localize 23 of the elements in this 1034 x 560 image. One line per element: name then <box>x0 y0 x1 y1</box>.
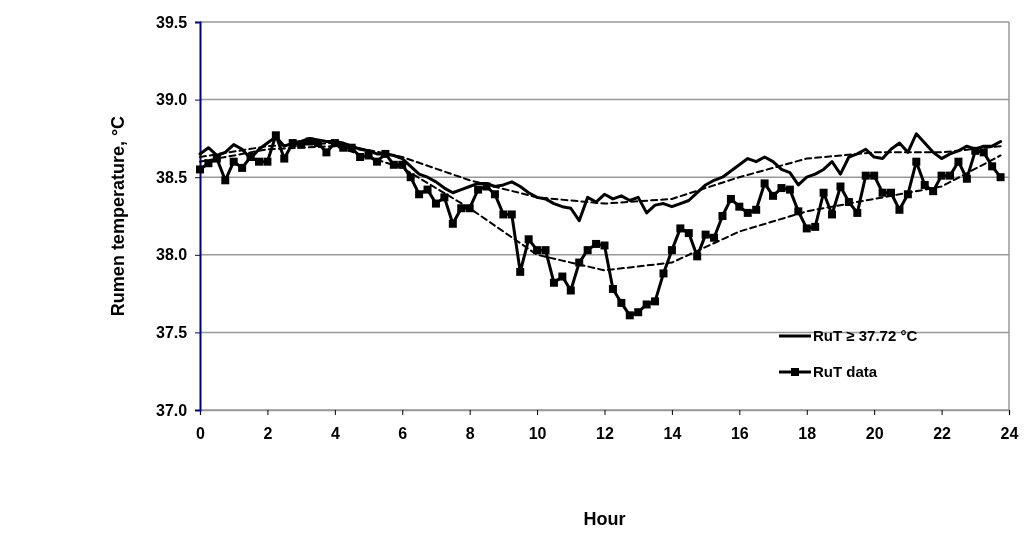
legend-label: RuT data <box>813 363 878 380</box>
x-tick-label: 14 <box>663 424 682 442</box>
x-tick-label: 10 <box>528 424 547 442</box>
x-tick-label: 20 <box>865 424 884 442</box>
x-tick-label: 22 <box>933 424 952 442</box>
y-tick-label: 38.5 <box>156 168 188 186</box>
y-tick-label: 38.0 <box>156 246 188 264</box>
y-tick-label: 39.0 <box>156 91 188 109</box>
y-tick-label: 37.0 <box>156 401 188 419</box>
x-tick-label: 4 <box>330 424 340 442</box>
legend-label: RuT ≥ 37.72 °C <box>813 327 918 344</box>
x-tick-label: 18 <box>798 424 817 442</box>
x-tick-label: 12 <box>596 424 614 442</box>
y-axis-title: Rumen temperature, °C <box>108 115 128 317</box>
x-tick-label: 8 <box>465 424 475 442</box>
x-tick-label: 2 <box>263 424 273 442</box>
x-tick-label: 16 <box>730 424 749 442</box>
y-tick-label: 37.5 <box>156 324 188 342</box>
x-tick-label: 24 <box>1000 424 1019 442</box>
x-axis-title: Hour <box>583 509 626 529</box>
x-tick-label: 0 <box>196 424 206 442</box>
y-tick-label: 39.5 <box>156 13 188 31</box>
x-tick-label: 6 <box>398 424 408 442</box>
